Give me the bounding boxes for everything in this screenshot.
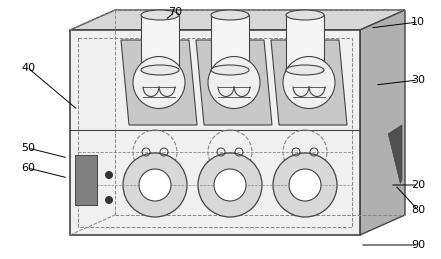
Polygon shape bbox=[121, 40, 197, 125]
Circle shape bbox=[123, 153, 187, 217]
Text: 70: 70 bbox=[168, 7, 182, 17]
Ellipse shape bbox=[286, 10, 324, 20]
Ellipse shape bbox=[286, 65, 324, 75]
Text: 60: 60 bbox=[21, 163, 35, 173]
Polygon shape bbox=[70, 30, 360, 235]
Bar bbox=[286, 15, 324, 70]
Text: 30: 30 bbox=[411, 75, 425, 85]
Text: 20: 20 bbox=[411, 180, 425, 190]
Ellipse shape bbox=[141, 10, 179, 20]
Text: 80: 80 bbox=[411, 205, 425, 215]
Ellipse shape bbox=[211, 65, 249, 75]
Text: 40: 40 bbox=[21, 63, 35, 73]
Circle shape bbox=[133, 56, 185, 109]
Circle shape bbox=[198, 153, 262, 217]
Polygon shape bbox=[196, 40, 272, 125]
Circle shape bbox=[283, 56, 335, 109]
Ellipse shape bbox=[141, 65, 179, 75]
Circle shape bbox=[289, 169, 321, 201]
Text: 90: 90 bbox=[411, 240, 425, 250]
Bar bbox=[78, 38, 352, 227]
Bar bbox=[141, 15, 179, 70]
Bar bbox=[211, 15, 249, 70]
Circle shape bbox=[208, 56, 260, 109]
Circle shape bbox=[139, 169, 171, 201]
Circle shape bbox=[105, 171, 113, 179]
Polygon shape bbox=[271, 40, 347, 125]
Circle shape bbox=[214, 169, 246, 201]
Ellipse shape bbox=[211, 10, 249, 20]
Text: 50: 50 bbox=[21, 143, 35, 153]
Circle shape bbox=[273, 153, 337, 217]
Bar bbox=[75, 155, 97, 205]
Text: 10: 10 bbox=[411, 17, 425, 27]
Polygon shape bbox=[70, 10, 405, 30]
Circle shape bbox=[105, 196, 113, 204]
Polygon shape bbox=[360, 10, 405, 235]
Polygon shape bbox=[388, 125, 402, 183]
